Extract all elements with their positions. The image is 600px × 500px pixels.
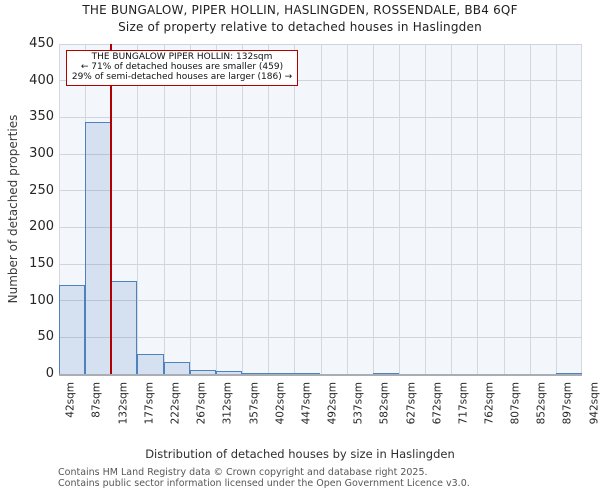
x-tick-label: 672sqm bbox=[431, 382, 444, 425]
histogram-bar bbox=[189, 369, 216, 374]
gridline-vertical bbox=[242, 44, 244, 374]
annotation-box: THE BUNGALOW PIPER HOLLIN: 132sqm ← 71% … bbox=[66, 50, 298, 87]
annotation-line1: THE BUNGALOW PIPER HOLLIN: 132sqm bbox=[91, 52, 273, 62]
y-tick-label: 200 bbox=[29, 219, 54, 235]
gridline-vertical bbox=[189, 44, 191, 374]
x-tick-label: 267sqm bbox=[195, 382, 208, 425]
histogram-bar bbox=[555, 372, 582, 374]
x-tick-label: 132sqm bbox=[117, 382, 130, 425]
x-axis-label: Distribution of detached houses by size … bbox=[145, 447, 455, 461]
footer: Contains HM Land Registry data © Crown c… bbox=[58, 467, 598, 489]
gridline-vertical bbox=[529, 44, 531, 374]
histogram-bar bbox=[215, 371, 243, 374]
histogram-bar bbox=[372, 373, 399, 374]
x-tick-label: 312sqm bbox=[221, 382, 234, 425]
x-tick-label: 357sqm bbox=[248, 382, 261, 425]
footer-line2: Contains public sector information licen… bbox=[58, 477, 470, 489]
histogram-bar bbox=[294, 373, 321, 374]
gridline-vertical bbox=[372, 44, 374, 374]
histogram-bar bbox=[242, 373, 269, 374]
x-tick-label: 447sqm bbox=[300, 382, 313, 425]
x-tick-label: 582sqm bbox=[378, 382, 391, 425]
y-tick-label: 250 bbox=[29, 182, 54, 198]
x-tick-label: 627sqm bbox=[404, 382, 417, 425]
annotation-line3: 29% of semi-detached houses are larger (… bbox=[71, 71, 293, 82]
x-tick-label: 42sqm bbox=[65, 382, 77, 418]
y-tick-label: 100 bbox=[29, 292, 54, 308]
gridline-vertical bbox=[398, 44, 400, 374]
property-size-marker-line bbox=[110, 44, 113, 374]
annotation-line2: ← 71% of detached houses are smaller (45… bbox=[80, 61, 284, 72]
y-tick-label: 150 bbox=[29, 256, 54, 271]
y-tick-label: 350 bbox=[29, 109, 54, 125]
histogram-bar bbox=[163, 362, 190, 374]
x-tick-label: 942sqm bbox=[588, 382, 600, 425]
plot-area: THE BUNGALOW PIPER HOLLIN: 132sqm ← 71% … bbox=[59, 43, 582, 376]
histogram-bar bbox=[268, 373, 295, 374]
y-tick-label: 400 bbox=[29, 72, 54, 88]
gridline-vertical bbox=[477, 44, 479, 374]
gridline-vertical bbox=[451, 44, 453, 374]
x-tick-label: 717sqm bbox=[457, 382, 470, 425]
chart-title: THE BUNGALOW, PIPER HOLLIN, HASLINGDEN, … bbox=[82, 3, 518, 17]
x-tick-label: 807sqm bbox=[509, 382, 522, 425]
histogram-bar bbox=[111, 280, 138, 374]
gridline-vertical bbox=[137, 44, 139, 374]
y-axis-label-text: Number of detached properties bbox=[6, 114, 20, 304]
chart-subtitle: Size of property relative to detached ho… bbox=[118, 20, 482, 34]
gridline-vertical bbox=[555, 44, 557, 374]
gridline-vertical bbox=[163, 44, 165, 374]
x-tick-label: 177sqm bbox=[143, 382, 156, 425]
footer-line1: Contains HM Land Registry data © Crown c… bbox=[58, 467, 428, 478]
gridline-vertical bbox=[59, 44, 60, 374]
x-tick-label: 87sqm bbox=[91, 382, 104, 418]
gridline-vertical bbox=[581, 44, 582, 374]
gridline-vertical bbox=[215, 44, 217, 374]
y-tick-label: 300 bbox=[29, 146, 54, 161]
x-tick-label: 762sqm bbox=[483, 382, 496, 425]
gridline-vertical bbox=[503, 44, 505, 374]
gridline-vertical bbox=[320, 44, 322, 374]
histogram-bar bbox=[137, 354, 164, 374]
x-tick-label: 537sqm bbox=[352, 382, 365, 425]
y-tick-label: 450 bbox=[29, 36, 54, 51]
x-tick-label: 852sqm bbox=[535, 382, 548, 425]
x-tick-label: 402sqm bbox=[274, 382, 287, 425]
x-tick-label: 492sqm bbox=[326, 382, 339, 425]
histogram-bar bbox=[59, 284, 86, 374]
gridline-vertical bbox=[346, 44, 348, 374]
x-tick-label: 897sqm bbox=[561, 382, 574, 425]
y-tick-label: 0 bbox=[45, 366, 54, 381]
x-tick-label: 222sqm bbox=[169, 382, 182, 425]
gridline-vertical bbox=[268, 44, 270, 374]
y-tick-label: 50 bbox=[37, 329, 54, 345]
gridline-vertical bbox=[294, 44, 296, 374]
gridline-vertical bbox=[425, 44, 427, 374]
histogram-bar bbox=[85, 122, 112, 374]
